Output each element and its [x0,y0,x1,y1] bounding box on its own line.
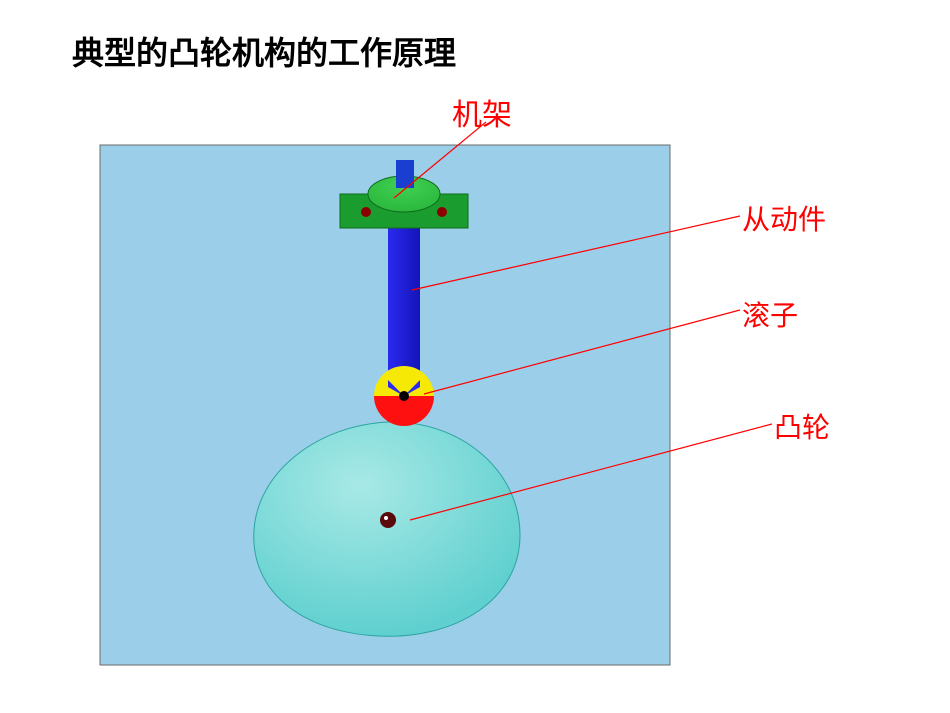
cam-axle-hole [380,512,396,528]
frame-hole-left [361,207,371,217]
frame-hole-right [437,207,447,217]
page-title: 典型的凸轮机构的工作原理 [72,28,456,74]
label-roller: 滚子 [742,294,798,334]
roller-axle-hole [399,391,409,401]
label-cam: 凸轮 [774,406,830,446]
roller-assembly [374,366,434,426]
label-follower: 从动件 [742,198,826,238]
label-frame: 机架 [452,90,512,134]
cam-axle-highlight [384,516,388,520]
follower-rod [388,202,420,380]
